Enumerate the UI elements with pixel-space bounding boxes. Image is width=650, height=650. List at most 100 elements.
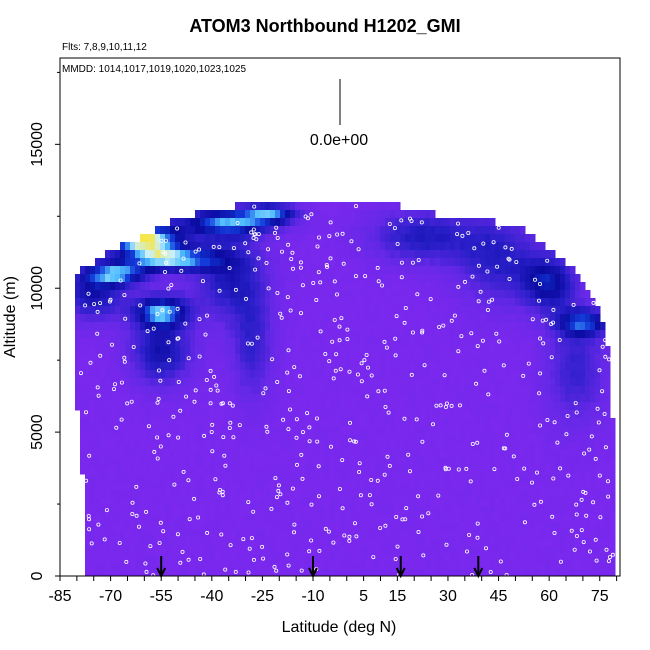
curtain-cell [180,378,186,387]
curtain-cell [305,474,311,483]
sample-marker [298,311,303,316]
curtain-cell [355,514,361,523]
curtain-cell [260,338,266,347]
curtain-cell [185,250,191,259]
curtain-cell [420,210,426,219]
curtain-cell [95,314,101,323]
sample-marker [382,339,387,344]
curtain-cell [610,442,616,451]
curtain-cell [275,298,281,307]
curtain-cell [330,210,336,219]
curtain-cell [430,498,436,507]
curtain-cell [530,386,536,395]
curtain-cell [100,346,106,355]
curtain-cell [400,530,406,539]
curtain-cell [490,522,496,531]
curtain-cell [485,514,491,523]
curtain-cell [605,474,611,483]
curtain-cell [100,442,106,451]
sample-marker [587,447,592,452]
curtain-cell [465,378,471,387]
curtain-cell [540,362,546,371]
curtain-cell [200,554,206,563]
curtain-cell [545,290,551,299]
curtain-cell [255,314,261,323]
curtain-cell [235,290,241,299]
curtain-cell [190,458,196,467]
curtain-cell [325,490,331,499]
curtain-cell [400,242,406,251]
curtain-cell [230,314,236,323]
curtain-cell [125,506,131,515]
curtain-cell [170,490,176,499]
curtain-cell [475,250,481,259]
curtain-cell [290,298,296,307]
curtain-cell [370,226,376,235]
curtain-cell [85,410,91,419]
curtain-cell [185,330,191,339]
curtain-cell [170,466,176,475]
curtain-cell [390,258,396,267]
curtain-cell [290,466,296,475]
curtain-cell [345,562,351,571]
curtain-cell [130,394,136,403]
curtain-cell [190,530,196,539]
curtain-cell [555,274,561,283]
curtain-cell [440,386,446,395]
curtain-cell [280,474,286,483]
curtain-cell [370,314,376,323]
curtain-cell [600,506,606,515]
curtain-cell [175,538,181,547]
curtain-cell [390,474,396,483]
curtain-cell [160,386,166,395]
curtain-cell [460,346,466,355]
curtain-cell [190,498,196,507]
curtain-cell [415,250,421,259]
curtain-cell [235,306,241,315]
curtain-cell [560,338,566,347]
curtain-cell [195,530,201,539]
curtain-cell [195,226,201,235]
curtain-cell [555,298,561,307]
curtain-cell [505,402,511,411]
curtain-cell [135,330,141,339]
curtain-cell [300,466,306,475]
curtain-cell [475,362,481,371]
curtain-cell [440,370,446,379]
curtain-cell [150,306,156,315]
curtain-cell [310,226,316,235]
sample-marker [84,410,89,415]
curtain-cell [510,242,516,251]
sample-marker [582,451,587,456]
curtain-cell [120,530,126,539]
curtain-cell [465,362,471,371]
curtain-cell [360,330,366,339]
curtain-cell [520,546,526,555]
curtain-cell [165,250,171,259]
curtain-cell [410,298,416,307]
curtain-cell [95,482,101,491]
curtain-cell [315,402,321,411]
curtain-cell [195,298,201,307]
curtain-cell [175,346,181,355]
sample-marker [158,444,163,449]
curtain-cell [275,322,281,331]
curtain-cell [520,466,526,475]
curtain-cell [275,274,281,283]
sample-marker [503,446,508,451]
curtain-cell [415,258,421,267]
curtain-cell [600,546,606,555]
curtain-cell [395,274,401,283]
curtain-cell [270,242,276,251]
curtain-cell [130,386,136,395]
curtain-cell [435,266,441,275]
curtain-cell [250,218,256,227]
curtain-cell [495,458,501,467]
sample-marker [392,226,397,231]
curtain-cell [495,354,501,363]
curtain-cell [230,426,236,435]
curtain-cell [425,482,431,491]
curtain-cell [365,314,371,323]
curtain-cell [560,538,566,547]
curtain-cell [150,282,156,291]
